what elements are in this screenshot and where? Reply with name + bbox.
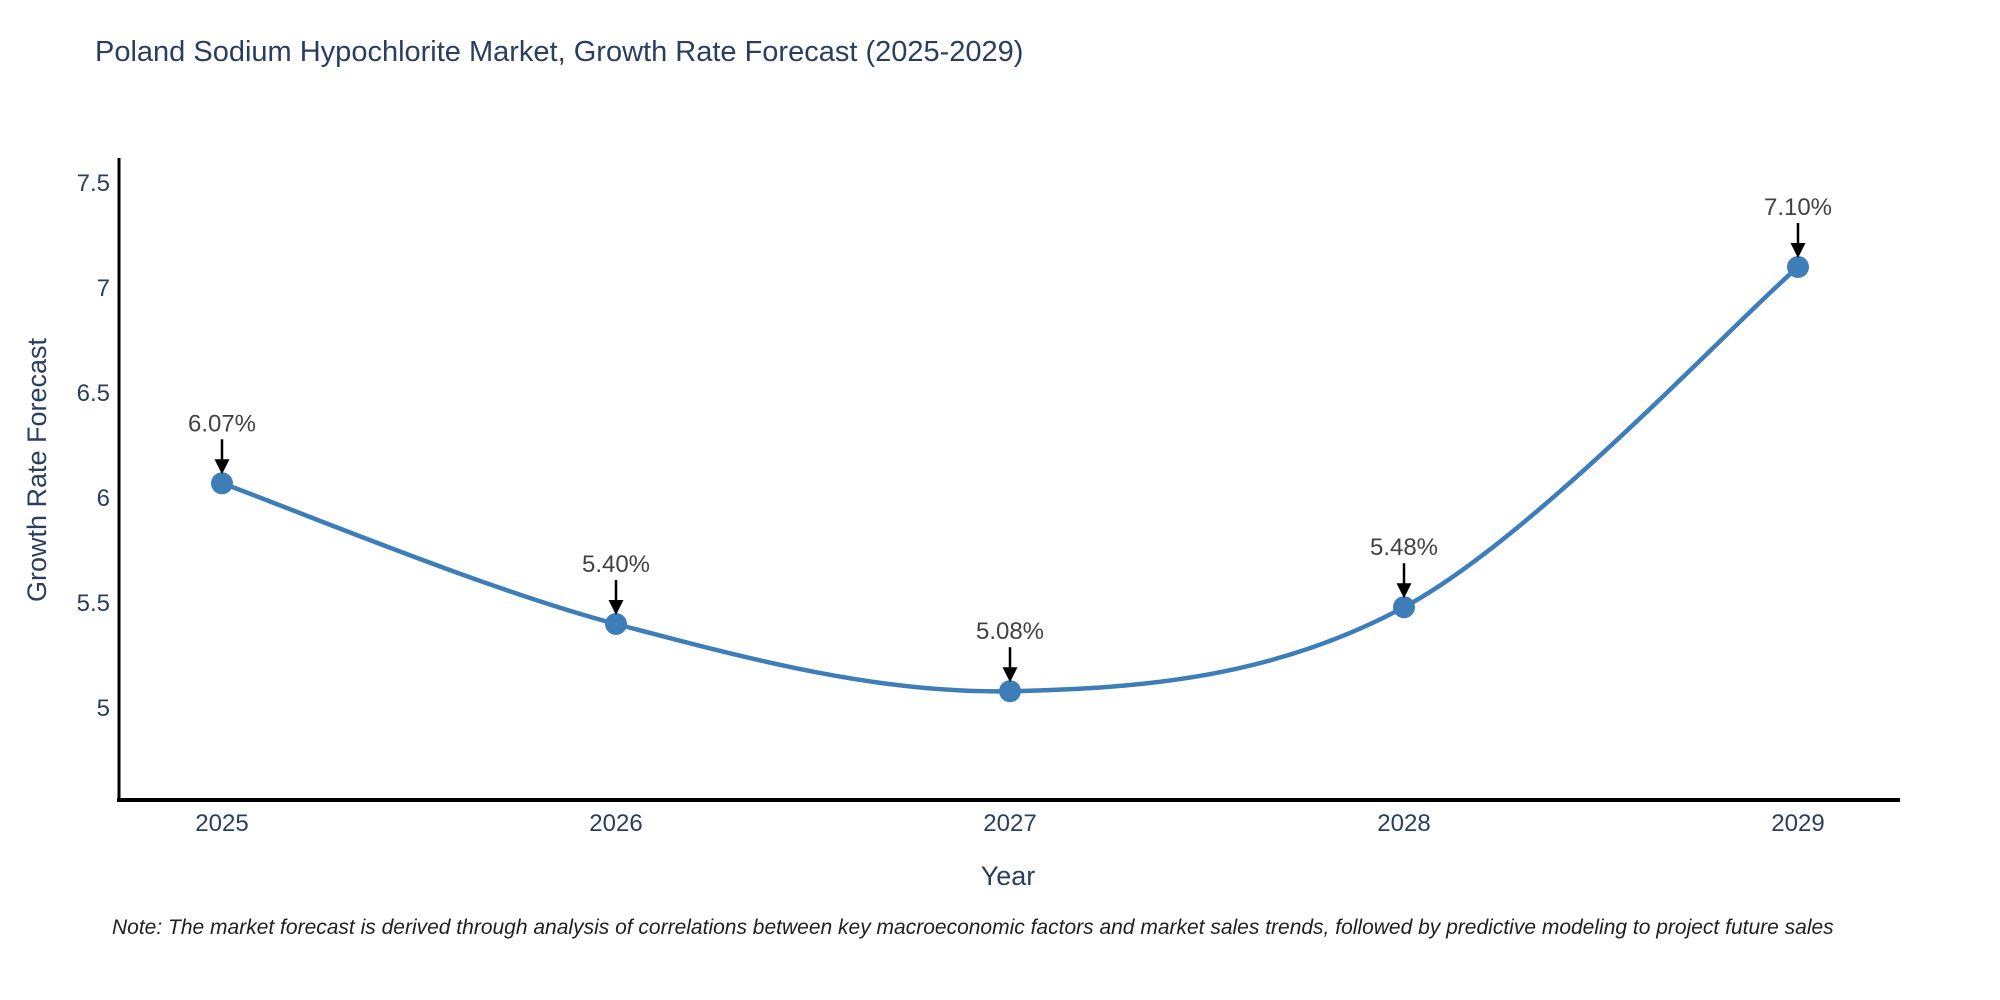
data-point-marker (1787, 256, 1809, 278)
y-tick-label: 7.5 (77, 170, 110, 197)
annotation-label: 5.48% (1370, 534, 1438, 561)
y-tick-label: 5.5 (77, 590, 110, 617)
y-tick-label: 6 (97, 485, 110, 512)
annotation-label: 5.08% (976, 618, 1044, 645)
y-tick-label: 6.5 (77, 380, 110, 407)
annotation-arrowhead (608, 600, 624, 615)
annotation-arrowhead (214, 459, 230, 475)
x-tick-label: 2028 (1377, 810, 1430, 837)
annotation-arrowhead (1002, 667, 1018, 683)
y-axis-title: Growth Rate Forecast (22, 337, 52, 602)
x-axis-title: Year (981, 861, 1036, 891)
data-markers (211, 256, 1809, 703)
x-axis-ticks: 2025 2026 2027 2028 2029 (195, 810, 1824, 837)
y-tick-label: 5 (97, 695, 110, 722)
annotation-label: 5.40% (582, 551, 650, 578)
annotations: 6.07% 5.40% 5.08% 5.48% 7.10% (188, 194, 1832, 683)
data-point-marker (999, 680, 1021, 703)
annotation-arrowhead (1790, 243, 1806, 258)
annotation-label: 6.07% (188, 410, 256, 437)
y-axis-ticks: 5 5.5 6 6.5 7 7.5 (77, 170, 110, 722)
y-tick-label: 7 (97, 275, 110, 302)
x-tick-label: 2029 (1771, 810, 1824, 837)
annotation-label: 7.10% (1764, 194, 1832, 221)
x-tick-label: 2025 (195, 810, 248, 837)
x-tick-label: 2026 (589, 810, 642, 837)
annotation-arrowhead (1396, 583, 1412, 599)
data-point-marker (1393, 596, 1415, 619)
chart-title: Poland Sodium Hypochlorite Market, Growt… (95, 36, 1024, 68)
x-tick-label: 2027 (983, 810, 1036, 837)
footnote: Note: The market forecast is derived thr… (112, 916, 1834, 939)
data-point-marker (605, 613, 627, 635)
data-point-marker (211, 472, 233, 495)
